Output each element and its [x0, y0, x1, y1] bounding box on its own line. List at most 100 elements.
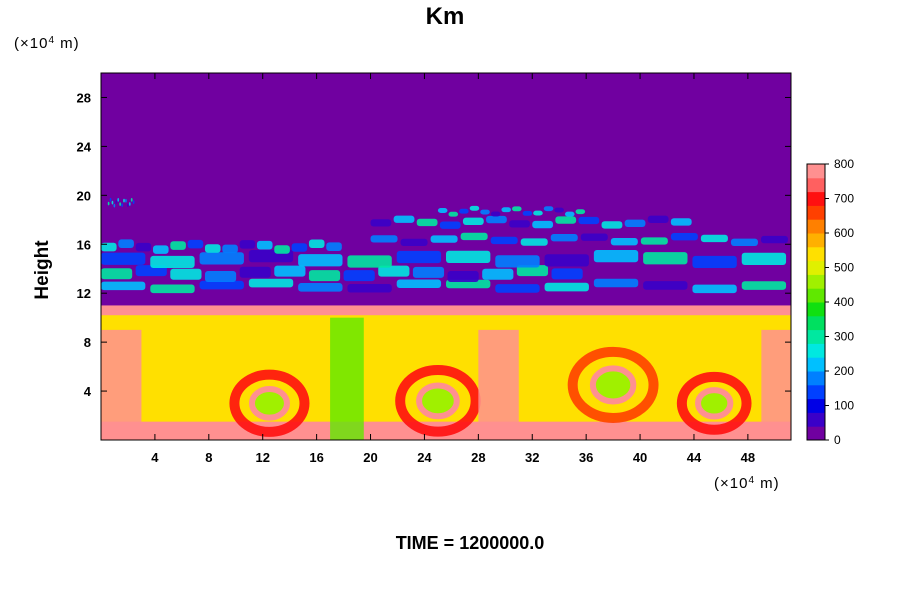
upper-band-patch — [274, 245, 290, 254]
upper-band-patch — [532, 220, 554, 229]
upper-band-patch — [152, 245, 169, 254]
upper-band-patch — [370, 219, 392, 227]
chart-title: Km — [426, 3, 465, 30]
upper-band-patch — [125, 198, 127, 203]
upper-band-patch — [170, 241, 186, 250]
upper-band-patch — [647, 215, 669, 223]
y-tick-label: 8 — [84, 335, 91, 350]
upper-band-patch — [170, 268, 202, 280]
upper-band-patch — [437, 208, 448, 213]
upper-band-patch — [308, 270, 341, 282]
colorbar-tick-label: 0 — [834, 433, 841, 447]
upper-band-patch — [516, 265, 549, 277]
upper-band-patch — [462, 217, 484, 226]
upper-band-patch — [575, 209, 586, 215]
eddy — [229, 369, 310, 437]
upper-band-patch — [610, 237, 638, 246]
upper-band-patch — [109, 197, 112, 202]
upper-band-patch — [393, 215, 415, 223]
upper-band-patch — [555, 216, 577, 224]
upper-band-patch — [400, 238, 428, 247]
y-tick-label: 16 — [77, 237, 91, 252]
upper-band-patch — [123, 198, 125, 203]
upper-band-patch — [490, 211, 501, 217]
colorbar-tick-label: 300 — [834, 330, 854, 344]
upper-band-patch — [601, 221, 623, 229]
upper-band-patch — [544, 254, 589, 267]
eddy-core — [416, 382, 460, 420]
y-tick-label: 20 — [77, 188, 91, 203]
x-tick-label: 32 — [525, 450, 539, 465]
colorbar-segment — [807, 233, 825, 248]
plume — [761, 329, 791, 440]
colorbar-segment — [807, 302, 825, 317]
colorbar-tick-label: 100 — [834, 399, 854, 413]
upper-band-patch — [554, 207, 564, 213]
x-tick-label: 12 — [255, 450, 269, 465]
upper-band-patch — [199, 280, 244, 290]
upper-band-patch — [199, 252, 244, 265]
upper-band-patch — [308, 239, 325, 249]
colorbar-tick-label: 800 — [834, 157, 854, 171]
upper-band-patch — [343, 270, 375, 282]
upper-band-patch — [741, 281, 787, 290]
upper-band-patch — [730, 238, 758, 246]
upper-band-patch — [459, 208, 469, 214]
plume — [478, 329, 519, 440]
upper-band-patch — [113, 203, 116, 208]
upper-band-patch — [101, 252, 146, 265]
upper-band-patch — [298, 254, 343, 267]
plot-frame — [100, 72, 792, 441]
upper-band-patch — [543, 206, 554, 212]
upper-band-patch — [150, 284, 195, 294]
upper-band-patch — [416, 218, 438, 227]
plume — [101, 329, 142, 440]
upper-band-patch — [501, 207, 511, 213]
upper-band-patch — [298, 283, 343, 292]
upper-band-patch — [118, 239, 134, 248]
upper-band-patch — [274, 265, 306, 277]
colorbar-segment — [807, 191, 825, 206]
upper-band-patch — [439, 221, 461, 229]
upper-band-patch — [448, 211, 459, 217]
upper-band-patch — [135, 242, 152, 252]
colorbar-segment — [807, 274, 825, 289]
upper-band-patch — [446, 250, 491, 264]
upper-band-patch — [239, 266, 271, 278]
upper-band-patch — [396, 279, 442, 289]
colorbar-segment — [807, 260, 825, 275]
upper-band-patch — [550, 233, 578, 242]
field-lower-layer — [101, 311, 791, 440]
upper-band-patch — [469, 205, 480, 211]
upper-band-patch — [128, 202, 131, 206]
colorbar-segment — [807, 412, 825, 427]
upper-band-patch — [495, 255, 540, 268]
upper-band-patch — [643, 252, 688, 265]
colorbar-ticks: 0 100 200 300 400 500 600 700 800 — [825, 157, 854, 447]
colorbar-tick-label: 200 — [834, 364, 854, 378]
colorbar-segment — [807, 384, 825, 400]
upper-band-patch — [291, 243, 308, 252]
upper-band-patch — [564, 211, 575, 217]
colorbar-segment — [807, 315, 825, 331]
upper-band-patch — [107, 201, 110, 206]
upper-band-patch — [370, 235, 398, 243]
colorbar-segment — [807, 288, 825, 303]
upper-band-patch — [117, 198, 120, 202]
upper-band-patch — [551, 268, 583, 280]
y-tick-label: 4 — [84, 384, 92, 399]
upper-band-patch — [509, 220, 530, 228]
upper-band-patch — [256, 240, 273, 250]
colorbar-segment — [807, 371, 825, 386]
x-tick-label: 44 — [687, 450, 702, 465]
upper-band-patch — [480, 209, 490, 215]
eddy-core — [589, 365, 637, 405]
upper-band-patch — [126, 203, 129, 208]
colorbar-segment — [807, 398, 825, 413]
upper-band-patch — [512, 206, 522, 212]
y-axis-ticks: 4 8 12 16 20 24 28 — [77, 90, 791, 399]
upper-band-patch — [482, 268, 514, 280]
upper-band-patch — [187, 239, 204, 249]
upper-band-patch — [593, 278, 639, 288]
